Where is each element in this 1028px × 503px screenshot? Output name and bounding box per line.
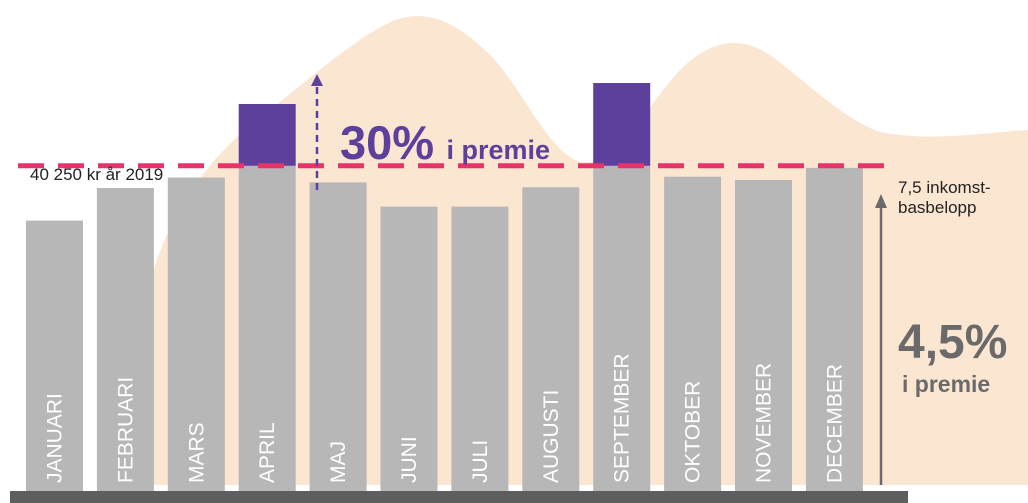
bar-november [735, 179, 792, 491]
x-axis-baseline [10, 491, 908, 503]
bar-april [238, 165, 296, 491]
bar-excess-september [593, 83, 651, 166]
bar-juli [451, 206, 509, 491]
dashed-up-arrow-icon [311, 74, 323, 190]
bar-excess-april [238, 104, 296, 166]
month-label-augusti: AUGUSTI [540, 390, 563, 483]
bar-augusti [522, 187, 580, 491]
premium-above-annotation: 30% i premie [340, 116, 550, 169]
bars-layer: JANUARI FEBRUARI MARS APRIL MAJ JUNI JULI AUGUS… [26, 83, 863, 492]
premium-below-text: i premie [902, 371, 990, 397]
premium-below-percent: 4,5% [898, 316, 1007, 369]
month-label-mars: MARS [185, 422, 208, 483]
bar-september [593, 165, 651, 491]
threshold-base-label: 7,5 inkomst- basbelopp [898, 178, 995, 217]
month-label-januari: JANUARI [44, 393, 67, 483]
month-label-september: SEPTEMBER [611, 353, 634, 483]
month-label-december: DECEMBER [823, 364, 846, 483]
month-label-oktober: OKTOBER [682, 381, 705, 483]
month-label-maj: MAJ [327, 441, 350, 483]
bar-februari [96, 188, 154, 491]
bar-maj [309, 182, 367, 491]
month-label-juni: JUNI [398, 436, 421, 483]
bar-juni [380, 206, 438, 491]
month-label-februari: FEBRUARI [114, 377, 137, 483]
month-label-november: NOVEMBER [753, 363, 776, 483]
bar-december [805, 167, 863, 492]
bar-mars [167, 177, 225, 491]
threshold-amount-label: 40 250 kr år 2019 [30, 165, 163, 184]
month-label-april: APRIL [256, 422, 279, 483]
solid-up-arrow-icon [875, 194, 887, 485]
bar-oktober [664, 176, 722, 491]
bar-januari [26, 220, 83, 491]
month-label-juli: JULI [469, 440, 492, 483]
